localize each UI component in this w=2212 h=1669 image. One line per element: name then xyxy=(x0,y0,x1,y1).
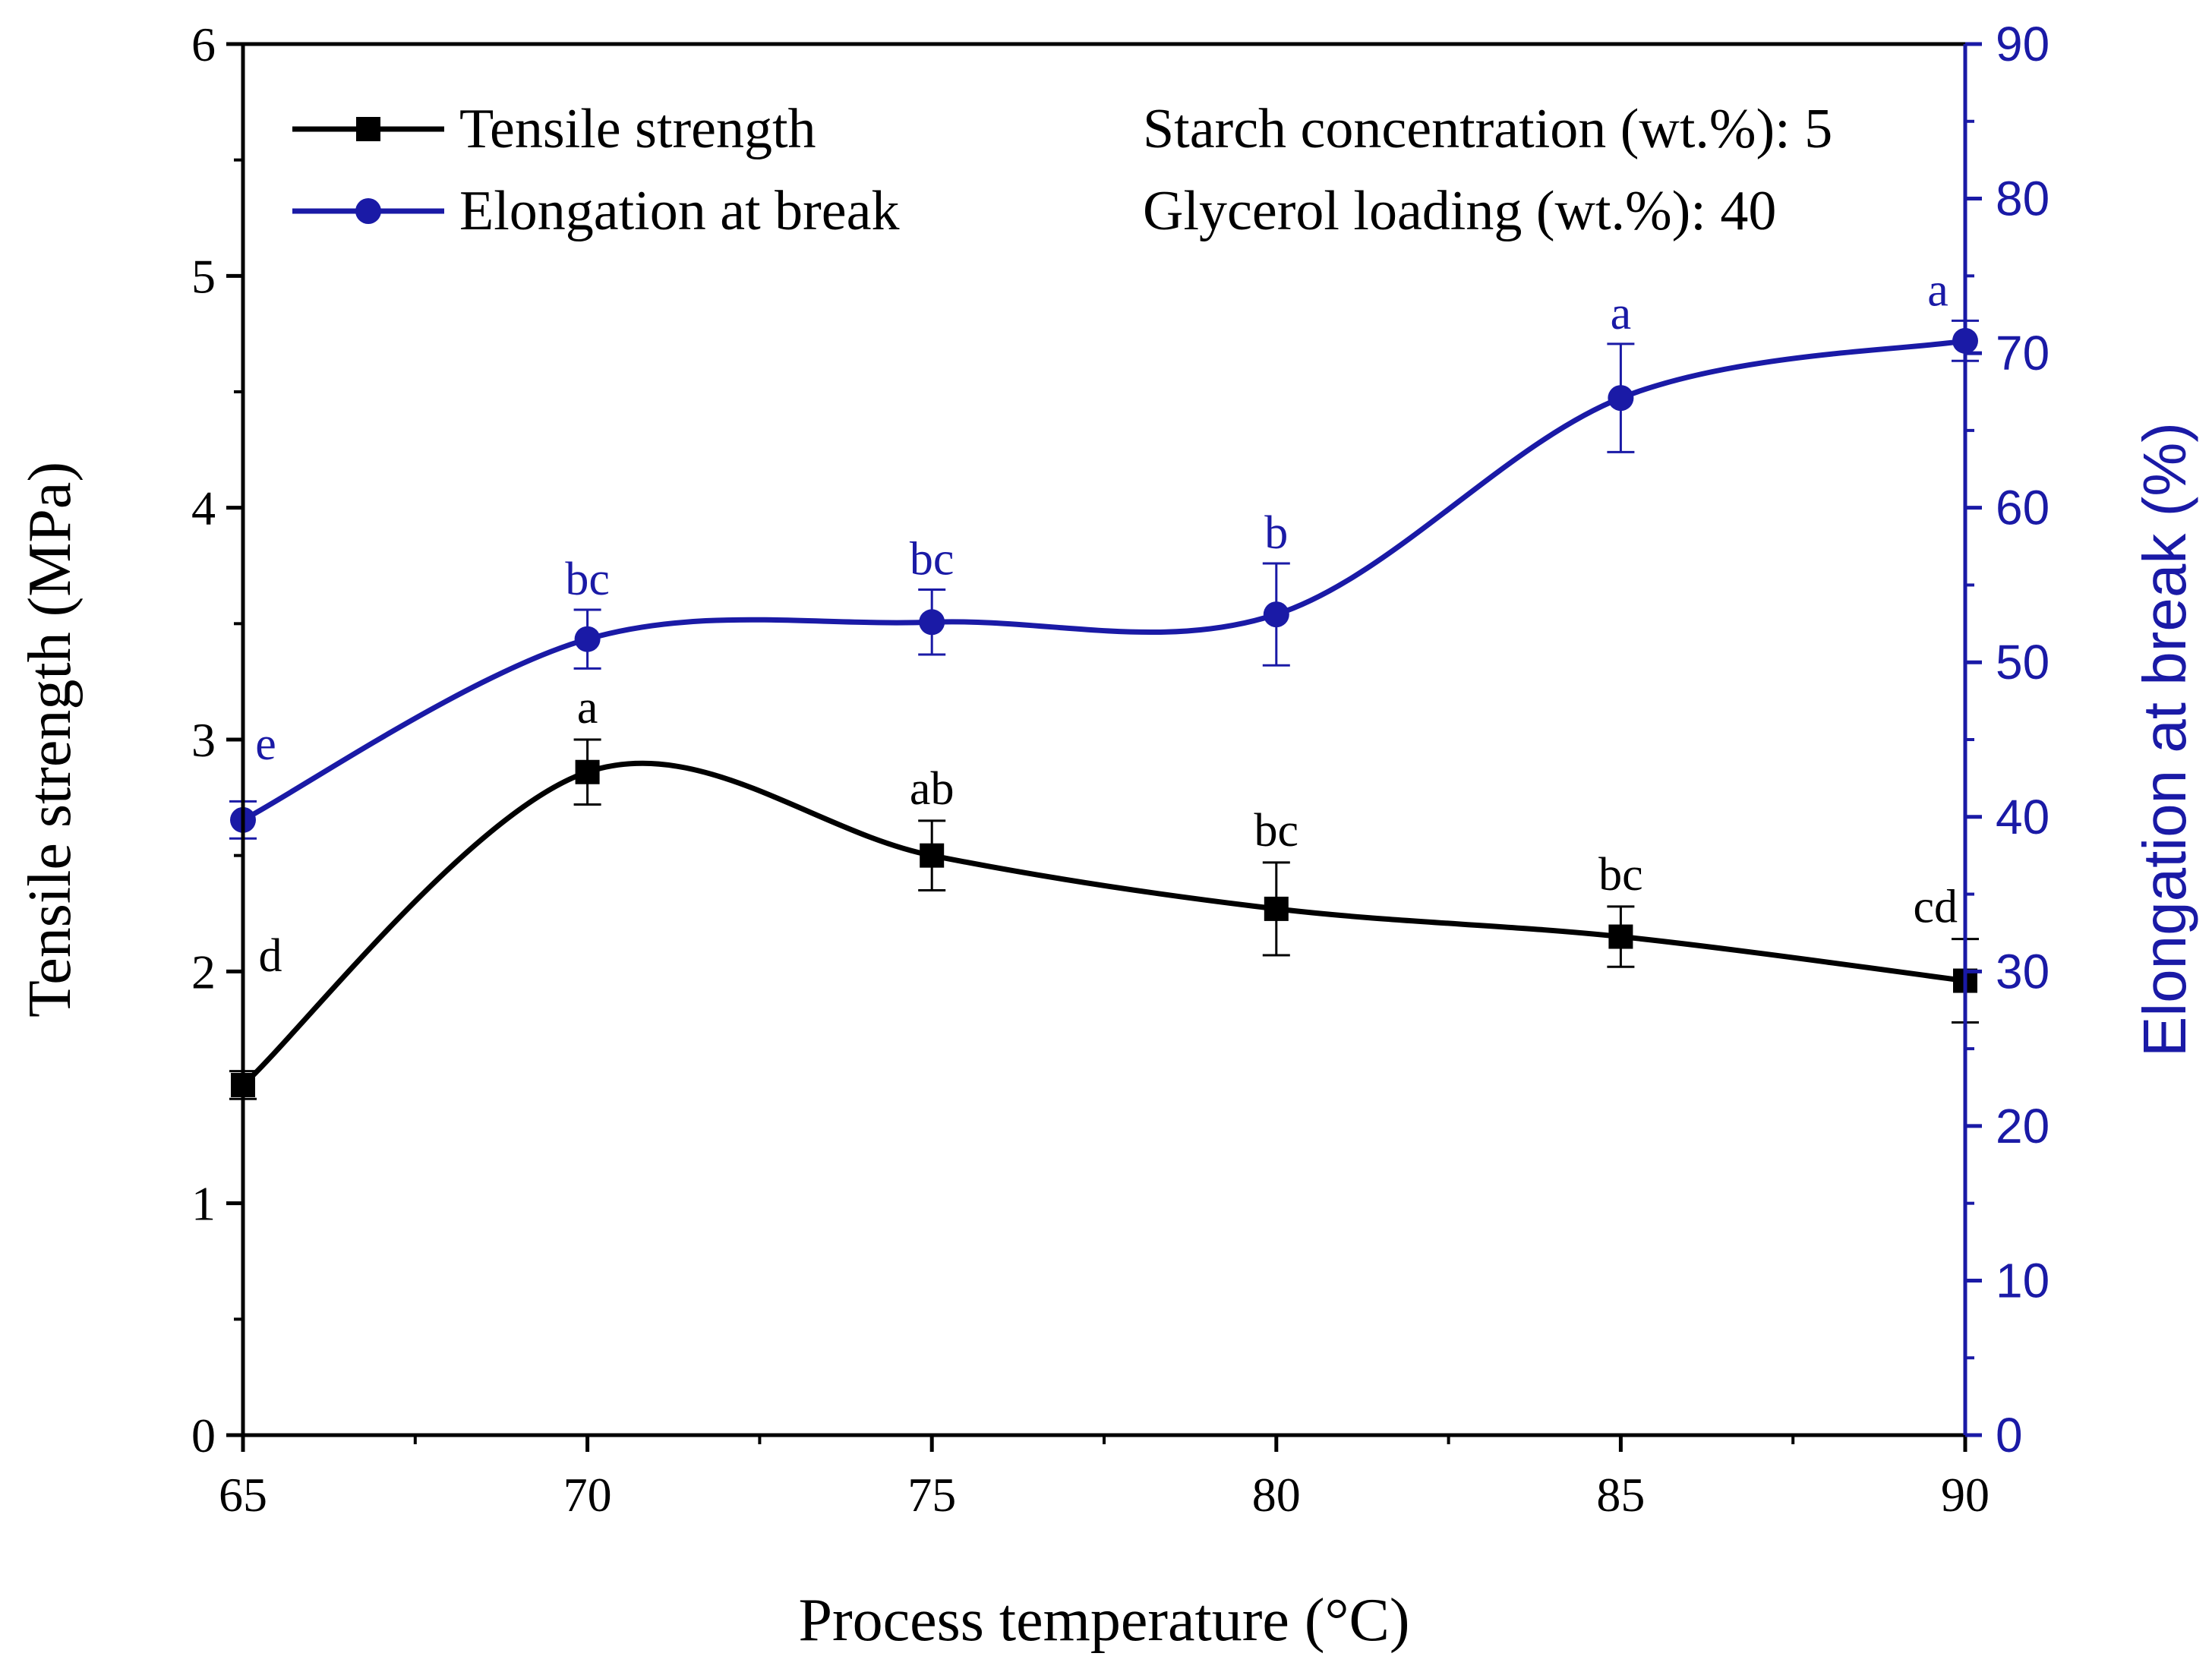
legend-elongation-label: Elongation at break xyxy=(459,180,899,242)
x-tick-label: 80 xyxy=(1252,1468,1301,1522)
x-axis-title: Process temperature (°C) xyxy=(798,1587,1409,1654)
tensile-point xyxy=(1608,924,1633,949)
elongation-significance-letter: e xyxy=(255,718,276,770)
tensile-significance-letter: d xyxy=(259,930,282,982)
right-y-tick-label: 50 xyxy=(1996,635,2049,689)
left-y-axis-title: Tensile strength (MPa) xyxy=(17,462,84,1017)
elongation-point xyxy=(574,626,601,652)
tensile-significance-letter: ab xyxy=(910,763,955,815)
elongation-point xyxy=(919,609,945,636)
right-y-tick-label: 80 xyxy=(1996,172,2049,226)
left-y-tick-label: 0 xyxy=(191,1409,216,1462)
tensile-line xyxy=(240,760,1968,1088)
tensile-significance-letter: bc xyxy=(1598,849,1643,901)
tensile-significance-letter: bc xyxy=(1254,805,1299,857)
elongation-significance-letter: bc xyxy=(910,534,955,585)
elongation-significance-letter: b xyxy=(1264,507,1288,559)
right-y-tick-label: 20 xyxy=(1996,1099,2049,1153)
left-y-tick-label: 2 xyxy=(191,945,216,999)
legend-tensile-label: Tensile strength xyxy=(459,98,816,160)
right-y-tick-label: 30 xyxy=(1996,944,2049,999)
elongation-significance-letter: a xyxy=(1611,288,1632,339)
elongation-point xyxy=(1263,601,1289,628)
right-y-tick-label: 70 xyxy=(1996,326,2049,380)
right-y-tick-label: 60 xyxy=(1996,481,2049,535)
x-tick-label: 75 xyxy=(907,1468,956,1522)
right-y-tick-label: 10 xyxy=(1996,1253,2049,1308)
left-y-tick-label: 4 xyxy=(191,481,216,535)
left-y-tick-label: 5 xyxy=(191,249,216,303)
x-tick-label: 70 xyxy=(563,1468,612,1522)
tensile-point xyxy=(1264,896,1289,921)
left-y-tick-label: 3 xyxy=(191,713,216,767)
glycerol-loading-annotation: Glycerol loading (wt.%): 40 xyxy=(1143,180,1776,242)
legend-elongation-marker xyxy=(355,198,381,224)
elongation-point xyxy=(1608,385,1634,412)
left-y-tick-label: 6 xyxy=(191,17,216,71)
x-tick-label: 90 xyxy=(1941,1468,1990,1522)
x-tick-label: 65 xyxy=(219,1468,267,1522)
legend-tensile-marker xyxy=(356,117,380,141)
left-y-tick-label: 1 xyxy=(191,1177,216,1231)
right-y-axis-title: Elongation at break (%) xyxy=(2131,422,2198,1057)
right-y-tick-label: 90 xyxy=(1996,17,2049,71)
x-tick-label: 85 xyxy=(1596,1468,1645,1522)
right-y-tick-label: 0 xyxy=(1996,1408,2023,1462)
elongation-significance-letter: a xyxy=(1927,264,1949,316)
tensile-point xyxy=(920,843,945,868)
elongation-significance-letter: bc xyxy=(565,554,610,605)
right-y-tick-label: 40 xyxy=(1996,790,2049,844)
tensile-significance-letter: a xyxy=(577,682,598,734)
starch-concentration-annotation: Starch concentration (wt.%): 5 xyxy=(1143,98,1832,160)
tensile-significance-letter: cd xyxy=(1913,882,1958,933)
tensile-point xyxy=(575,759,600,784)
elongation-line xyxy=(240,338,1968,823)
